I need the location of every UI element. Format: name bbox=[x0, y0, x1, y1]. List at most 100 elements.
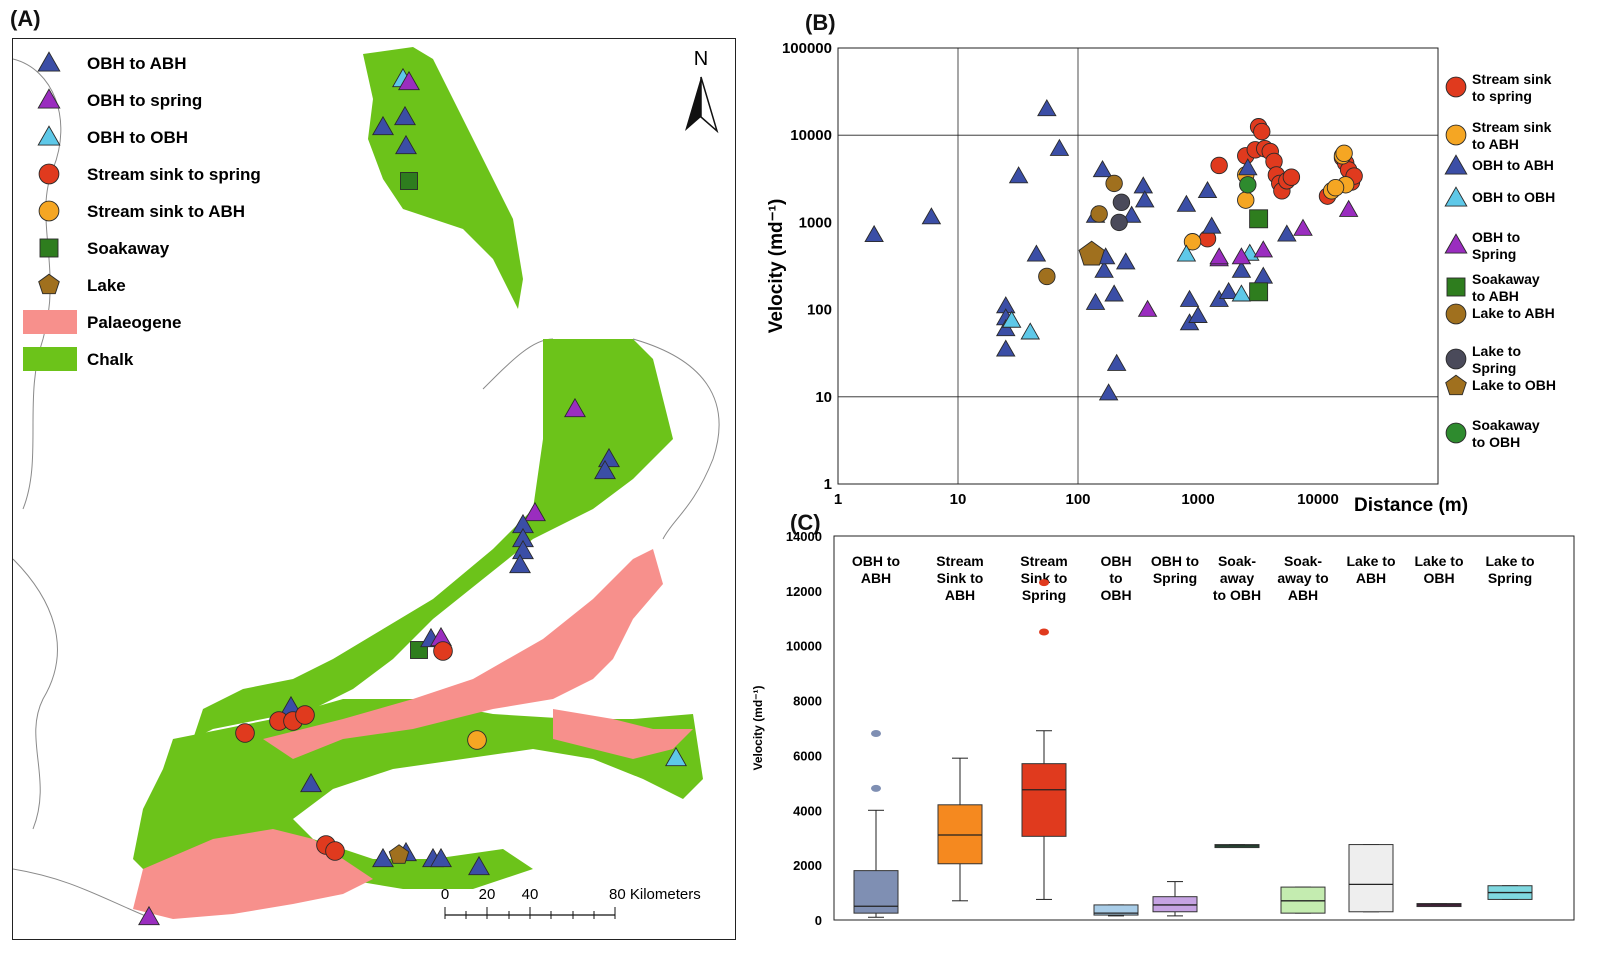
map-site-3 bbox=[372, 115, 394, 136]
legend-marker-0 bbox=[37, 51, 61, 72]
scatter-legend-marker-5 bbox=[1446, 277, 1466, 297]
box-ytick-6: 12000 bbox=[786, 584, 822, 599]
point-2-33 bbox=[1277, 224, 1297, 242]
point-2-5 bbox=[995, 339, 1016, 357]
point-4-0 bbox=[1137, 299, 1158, 317]
box-category-label-0-1: ABH bbox=[861, 570, 891, 586]
point-2-29 bbox=[1218, 281, 1239, 300]
map-site-1 bbox=[398, 70, 420, 91]
scatter-xtick-0: 1 bbox=[834, 491, 842, 508]
scatter-ytick-2: 100 bbox=[807, 302, 832, 319]
scatter-legend-label-5-0: Soakaway bbox=[1472, 271, 1540, 287]
scatter-ytick-3: 1000 bbox=[799, 214, 832, 231]
map-site-34 bbox=[138, 905, 160, 926]
point-2-6 bbox=[1008, 166, 1029, 184]
scale-tick-20: 20 bbox=[479, 886, 496, 903]
box-9 bbox=[1487, 885, 1533, 900]
scatter-legend-marker-0 bbox=[1445, 76, 1467, 98]
box-1 bbox=[937, 757, 983, 902]
legend-marker-1 bbox=[37, 88, 61, 109]
point-3-0 bbox=[1001, 310, 1022, 328]
point-2-22 bbox=[1176, 194, 1197, 212]
box-category-label-6-1: away to bbox=[1277, 570, 1328, 586]
box-ylabel: Velocity (md⁻¹) bbox=[751, 685, 765, 770]
box-body-4 bbox=[1152, 896, 1198, 913]
box-category-label-1-1: Sink to bbox=[937, 570, 984, 586]
scatter-xtick-1: 10 bbox=[950, 491, 967, 508]
scale-tick-40: 40 bbox=[522, 886, 539, 903]
point-5-1 bbox=[1249, 282, 1269, 302]
scatter-ytick-1: 10 bbox=[815, 389, 832, 406]
box-category-label-4-1: Spring bbox=[1153, 570, 1197, 586]
map-site-24 bbox=[665, 746, 687, 767]
point-0-4 bbox=[1253, 122, 1271, 141]
map-site-17 bbox=[433, 641, 453, 661]
legend-label-8: Chalk bbox=[87, 350, 134, 369]
scatter-legend-marker-8 bbox=[1445, 374, 1467, 396]
point-2-16 bbox=[1106, 353, 1127, 371]
map-site-22 bbox=[235, 723, 255, 743]
box-0 bbox=[853, 729, 899, 918]
point-4-6 bbox=[1338, 199, 1359, 217]
box-category-label-5-1: away bbox=[1220, 570, 1254, 586]
scatter-frame bbox=[837, 47, 1439, 485]
point-2-4 bbox=[995, 319, 1016, 337]
box-category-label-4-0: OBH to bbox=[1151, 553, 1199, 569]
point-2-32 bbox=[1253, 266, 1274, 284]
point-1-7 bbox=[1326, 178, 1345, 197]
box-category-label-2-1: Sink to bbox=[1021, 570, 1068, 586]
map-site-27 bbox=[325, 841, 345, 861]
point-1-6 bbox=[1335, 144, 1353, 163]
map-site-25 bbox=[300, 772, 322, 793]
point-2-18 bbox=[1121, 205, 1142, 223]
box-outlier-0-0 bbox=[871, 784, 881, 792]
map-site-6 bbox=[564, 397, 586, 418]
map-legend: OBH to ABH OBH to spring OBH to OBH Stream … bbox=[23, 51, 261, 371]
map-site-5 bbox=[400, 172, 418, 190]
scatter-legend-label-0-1: to spring bbox=[1472, 88, 1532, 104]
point-8-0 bbox=[1078, 240, 1105, 266]
point-7-0 bbox=[1112, 193, 1131, 212]
scale-tick-0: 0 bbox=[441, 886, 449, 903]
box-body-2 bbox=[1021, 763, 1067, 837]
legend-label-2: OBH to OBH bbox=[87, 128, 188, 147]
north-label: N bbox=[694, 48, 708, 70]
scatter-legend-label-9-0: Soakaway bbox=[1472, 417, 1540, 433]
scatter-ytick-5: 100000 bbox=[782, 40, 832, 57]
point-2-8 bbox=[1037, 99, 1057, 117]
scatter-legend-label-1-1: to ABH bbox=[1472, 136, 1519, 152]
scatter-legend-label-2-0: OBH to ABH bbox=[1472, 157, 1554, 173]
legend-label-6: Lake bbox=[87, 276, 126, 295]
map-site-12 bbox=[512, 539, 534, 560]
box-category-label-2-2: Spring bbox=[1022, 587, 1066, 603]
box-category-label-3-2: OBH bbox=[1100, 587, 1131, 603]
box-category-label-5-0: Soak- bbox=[1218, 553, 1256, 569]
box-category-label-3-1: to bbox=[1109, 570, 1122, 586]
box-body-7 bbox=[1348, 844, 1394, 913]
point-2-30 bbox=[1231, 260, 1252, 278]
scatter-legend-marker-3 bbox=[1444, 186, 1468, 207]
scatter-legend-label-1-0: Stream sink bbox=[1472, 119, 1552, 135]
point-2-7 bbox=[1026, 244, 1047, 262]
point-2-15 bbox=[1104, 284, 1124, 302]
point-3-2 bbox=[1176, 244, 1197, 262]
panel-label-b: (B) bbox=[805, 10, 836, 35]
legend-label-7: Palaeogene bbox=[87, 313, 182, 332]
scale-bar: 0 20 40 80 Kilometers bbox=[441, 886, 701, 919]
legend-marker-2 bbox=[37, 125, 61, 146]
scatter-legend-label-3-0: OBH to OBH bbox=[1472, 189, 1555, 205]
boxplot-frame bbox=[833, 535, 1575, 921]
box-body-1 bbox=[937, 804, 983, 865]
geology-map: N 0 20 40 80 Kilometers OBH to ABH OBH to… bbox=[12, 38, 736, 940]
point-6-2 bbox=[1105, 174, 1123, 193]
scatter-xlabel: Distance (m) bbox=[1354, 495, 1468, 516]
point-2-27 bbox=[1201, 216, 1222, 234]
box-category-label-6-2: ABH bbox=[1288, 587, 1318, 603]
box-category-label-5-2: to OBH bbox=[1213, 587, 1261, 603]
box-category-label-7-0: Lake to bbox=[1346, 553, 1395, 569]
scatter-legend-label-5-1: to ABH bbox=[1472, 288, 1519, 304]
map-site-8 bbox=[594, 459, 616, 480]
boxplot-canvas: 0 2000 4000 6000 8000 10000 12000 14000 Velocity… bbox=[751, 529, 1575, 928]
velocity-distance-scatter: 1 10 100 1000 10000 1 10 100 1000 10000 100000 Dist… bbox=[762, 20, 1602, 520]
scatter-ytick-4: 10000 bbox=[790, 127, 832, 144]
